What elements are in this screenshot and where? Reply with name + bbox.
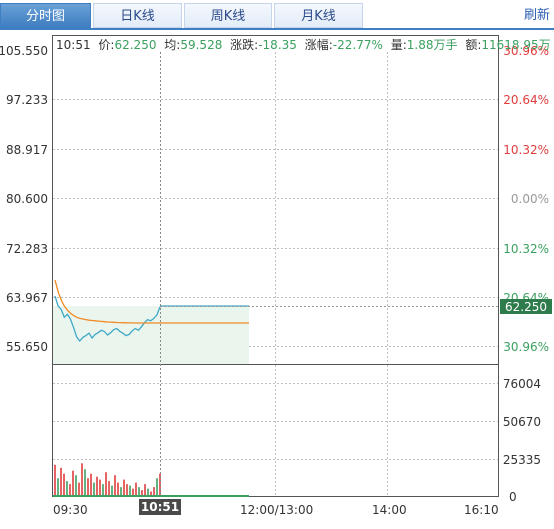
cursor-time-box: [139, 499, 181, 515]
info-avg: 59.528: [180, 38, 222, 52]
cursor-price-box: [500, 299, 552, 314]
info-vol: 1.88万手: [407, 38, 458, 52]
refresh-button[interactable]: 刷新: [523, 8, 550, 23]
info-vol-label: 量:: [391, 38, 407, 52]
tab-monthly-k[interactable]: 月K线: [274, 3, 363, 28]
info-pct-label: 涨幅:: [305, 37, 333, 52]
info-price-label: 价:: [98, 38, 114, 52]
price-tick: 105.550: [0, 44, 48, 58]
time-tick: 12:00/13:00: [240, 503, 313, 517]
volume-layer: [54, 463, 161, 496]
tab-daily-k[interactable]: 日K线: [93, 3, 182, 28]
pct-tick: 30.96%: [503, 44, 549, 58]
price-tick: 80.600: [6, 192, 48, 206]
volume-tick: 76004: [503, 377, 541, 391]
info-change: -18.35: [258, 38, 297, 52]
info-time: 10:51: [56, 38, 91, 52]
price-tick: 63.967: [6, 291, 48, 305]
volume-tick: 50670: [503, 415, 541, 429]
price-series-line: [54, 295, 161, 343]
price-axis: 105.550 97.233 88.917 80.600 72.283 63.9…: [0, 44, 48, 354]
pct-tick: 20.64%: [503, 93, 549, 107]
volume-tick: 0: [509, 490, 517, 504]
time-tick: 16:10: [464, 503, 499, 517]
price-area: [53, 306, 249, 364]
info-avg-label: 均:: [164, 38, 180, 52]
cursor-time-label: 10:51: [141, 500, 179, 514]
avg-series-line: [54, 279, 160, 324]
info-pct: -22.77%: [333, 38, 383, 52]
price-tick: 88.917: [6, 143, 48, 157]
tab-weekly-k[interactable]: 周K线: [184, 3, 272, 28]
cursor-price-label: 62.250: [505, 300, 547, 314]
tab-bar: 分时图 日K线 周K线 月K线 刷新: [0, 0, 554, 30]
info-amt-label: 额:: [465, 38, 481, 52]
chart-frame: [52, 35, 499, 497]
time-tick: 14:00: [372, 503, 407, 517]
price-tick: 72.283: [6, 242, 48, 256]
series-layer: [54, 279, 249, 343]
info-bar: 10:51 价:62.250 均:59.528 涨跌:-18.35 涨幅:-22…: [56, 37, 551, 52]
time-axis: 09:30 12:00/13:00 14:00 16:10: [53, 503, 499, 517]
pct-tick: 30.96%: [503, 340, 549, 354]
info-amt: 11618.95万: [481, 38, 550, 52]
price-tick: 97.233: [6, 93, 48, 107]
volume-axis: 76004 50670 25335 0: [503, 377, 541, 504]
time-tick: 09:30: [53, 503, 88, 517]
tab-underline: [0, 28, 554, 30]
info-price: 62.250: [114, 38, 156, 52]
info-bar-bg: [53, 36, 498, 52]
info-change-label: 涨跌:: [230, 37, 258, 52]
pct-tick: 10.32%: [503, 143, 549, 157]
volume-tick: 25335: [503, 453, 541, 467]
pct-tick: 10.32%: [503, 242, 549, 256]
tab-intraday[interactable]: 分时图: [0, 3, 91, 28]
price-tick: 55.650: [6, 340, 48, 354]
volume-grid: [53, 365, 498, 496]
pct-tick: 0.00%: [511, 192, 549, 206]
price-grid: [53, 36, 498, 364]
